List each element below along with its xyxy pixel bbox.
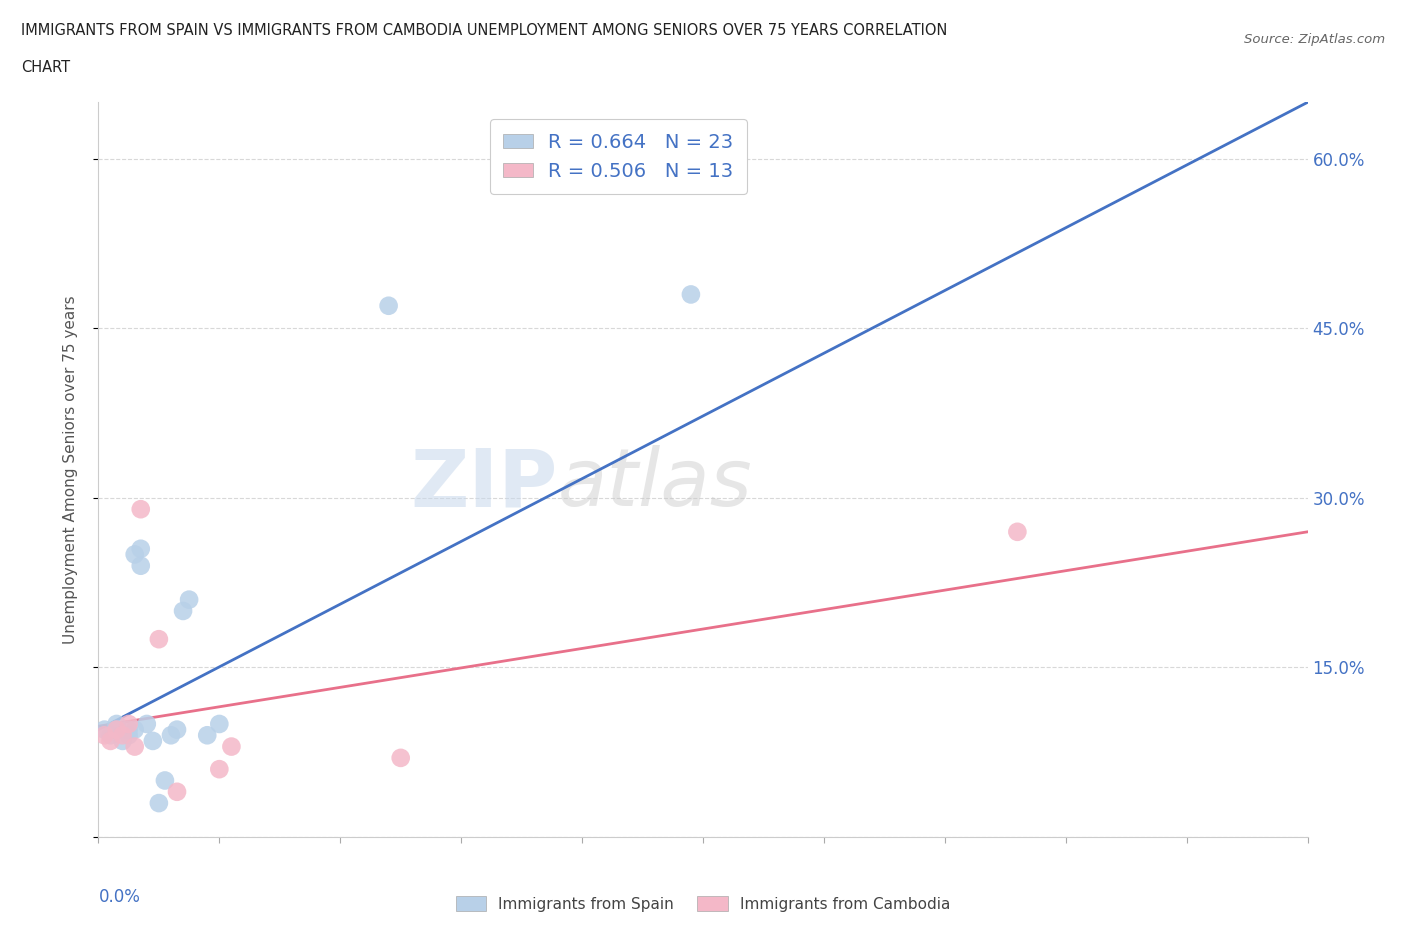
Text: 0.0%: 0.0% <box>98 888 141 907</box>
Point <box>160 728 183 743</box>
Point <box>124 547 146 562</box>
Point <box>195 728 218 743</box>
Point <box>129 541 152 556</box>
Point <box>389 751 412 765</box>
Point <box>93 728 115 743</box>
Point <box>129 558 152 573</box>
Point <box>153 773 176 788</box>
Text: ZIP: ZIP <box>411 445 558 524</box>
Text: CHART: CHART <box>21 60 70 75</box>
Point <box>93 723 115 737</box>
Point <box>679 287 702 302</box>
Text: Source: ZipAtlas.com: Source: ZipAtlas.com <box>1244 33 1385 46</box>
Legend: R = 0.664   N = 23, R = 0.506   N = 13: R = 0.664 N = 23, R = 0.506 N = 13 <box>489 119 747 194</box>
Point <box>166 784 188 799</box>
Text: atlas: atlas <box>558 445 752 524</box>
Text: IMMIGRANTS FROM SPAIN VS IMMIGRANTS FROM CAMBODIA UNEMPLOYMENT AMONG SENIORS OVE: IMMIGRANTS FROM SPAIN VS IMMIGRANTS FROM… <box>21 23 948 38</box>
Point <box>105 723 128 737</box>
Point <box>135 716 157 731</box>
Point <box>118 728 141 743</box>
Point <box>105 723 128 737</box>
Point <box>142 734 165 749</box>
Point <box>148 631 170 646</box>
Point <box>118 723 141 737</box>
Point <box>111 734 134 749</box>
Point <box>208 762 231 777</box>
Point <box>111 728 134 743</box>
Point <box>124 739 146 754</box>
Point <box>179 592 201 607</box>
Point <box>118 716 141 731</box>
Point <box>100 734 122 749</box>
Point <box>124 723 146 737</box>
Point <box>148 796 170 811</box>
Point <box>166 723 188 737</box>
Point <box>105 716 128 731</box>
Point <box>377 299 399 313</box>
Legend: Immigrants from Spain, Immigrants from Cambodia: Immigrants from Spain, Immigrants from C… <box>450 889 956 918</box>
Point <box>208 716 231 731</box>
Point <box>1007 525 1029 539</box>
Y-axis label: Unemployment Among Seniors over 75 years: Unemployment Among Seniors over 75 years <box>63 296 77 644</box>
Point <box>129 502 152 517</box>
Point <box>172 604 194 618</box>
Point <box>100 728 122 743</box>
Point <box>221 739 243 754</box>
